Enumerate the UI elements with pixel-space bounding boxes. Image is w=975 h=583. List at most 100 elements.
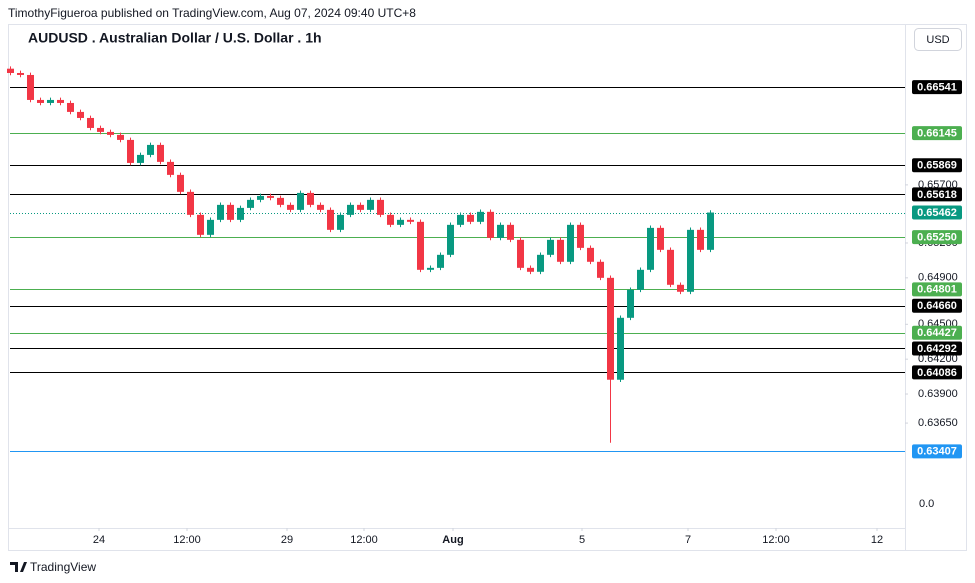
level-tag: [912, 298, 962, 313]
candle-body: [487, 211, 494, 238]
candle-body: [167, 161, 174, 175]
level-tag: [912, 187, 962, 202]
candle-body: [477, 211, 484, 222]
candle-body: [217, 204, 224, 220]
y-tick-label: 0.63900: [918, 388, 958, 400]
candle-body: [497, 224, 504, 238]
candle-body: [297, 192, 304, 210]
candle-body: [517, 239, 524, 268]
candle-body: [137, 154, 144, 163]
candle-body: [377, 199, 384, 215]
x-tick-label: 24: [93, 534, 105, 546]
candle-body: [237, 207, 244, 220]
candle-body: [357, 204, 364, 210]
candle-body: [257, 195, 264, 200]
x-tick-label: 29: [281, 534, 293, 546]
candle-body: [527, 267, 534, 272]
candle-body: [387, 214, 394, 225]
candle-body: [287, 204, 294, 210]
candle-body: [547, 239, 554, 255]
publisher-line: TimothyFigueroa published on TradingView…: [8, 6, 416, 20]
level-tag: [912, 80, 962, 95]
level-label: 0.64660: [917, 300, 957, 312]
candle-body: [557, 239, 564, 262]
candle-body: [457, 214, 464, 225]
candle-body: [197, 214, 204, 235]
candle-body: [607, 277, 614, 380]
candle-body: [37, 99, 44, 103]
level-label: 0.66145: [917, 128, 957, 140]
level-tag: [912, 341, 962, 356]
candle-body: [407, 219, 414, 222]
candle-body: [587, 247, 594, 262]
level-tag: [912, 158, 962, 173]
candle-body: [577, 224, 584, 248]
candle-body: [697, 229, 704, 250]
candle-body: [427, 267, 434, 270]
candle-body: [707, 212, 714, 250]
footer-brand: TradingView: [30, 560, 96, 574]
level-label: 0.66541: [917, 82, 957, 94]
x-tick-label: 12: [871, 534, 883, 546]
level-tag: [912, 126, 962, 141]
candle-body: [567, 224, 574, 262]
candle-body: [367, 199, 374, 210]
candle-body: [27, 74, 34, 100]
candle-body: [317, 204, 324, 210]
y-tick-label: 0.64200: [918, 353, 958, 365]
candle-body: [337, 214, 344, 230]
candle-body: [277, 197, 284, 205]
level-label: 0.64292: [917, 343, 957, 355]
x-tick-label: 7: [685, 534, 691, 546]
currency-label: USD: [926, 34, 949, 46]
candle-body: [507, 224, 514, 240]
x-tick-label: 5: [579, 534, 585, 546]
level-tag: [912, 282, 962, 297]
candle-body: [97, 127, 104, 132]
currency-button[interactable]: [914, 28, 962, 51]
last-price-tag: [912, 205, 962, 220]
candle-body: [437, 254, 444, 268]
level-label: 0.63407: [917, 446, 957, 458]
candle-body: [537, 254, 544, 272]
price-axis: 0.657000.652000.649000.645000.642000.639…: [905, 80, 962, 459]
y-tick-label: 0.64900: [918, 272, 958, 284]
plot-area: [7, 66, 905, 452]
candle-body: [627, 289, 634, 318]
candle-body: [447, 224, 454, 255]
level-tag: [912, 230, 962, 245]
chart-title: AUDUSD . Australian Dollar / U.S. Dollar…: [28, 30, 322, 46]
candle-body: [677, 284, 684, 292]
candle-body: [667, 249, 674, 285]
candle-body: [17, 72, 24, 75]
candle-body: [7, 68, 14, 73]
last-price-label: 0.65462: [917, 207, 957, 219]
level-label: 0.64801: [917, 284, 957, 296]
level-label: 0.64427: [917, 327, 957, 339]
candle-body: [637, 269, 644, 290]
candle-body: [247, 199, 254, 208]
candle-body: [157, 144, 164, 162]
candle-body: [617, 317, 624, 380]
candle-body: [87, 117, 94, 128]
candle-body: [207, 219, 214, 235]
chart-frame: [8, 24, 967, 551]
candle-body: [657, 227, 664, 250]
y-tick-label: 0.63650: [918, 417, 958, 429]
candle-body: [147, 144, 154, 155]
candle-body: [347, 204, 354, 215]
candle-body: [417, 221, 424, 270]
candle-body: [177, 174, 184, 192]
x-tick-label: 12:00: [762, 534, 790, 546]
candle-body: [307, 192, 314, 205]
axis-note: 0.0: [919, 498, 934, 510]
footer-logo: TradingView: [10, 560, 96, 574]
candle-body: [267, 195, 274, 198]
level-label: 0.65869: [917, 160, 957, 172]
candle-body: [397, 219, 404, 225]
x-tick-label: Aug: [442, 534, 463, 546]
level-label: 0.64086: [917, 367, 957, 379]
candle-body: [687, 229, 694, 292]
